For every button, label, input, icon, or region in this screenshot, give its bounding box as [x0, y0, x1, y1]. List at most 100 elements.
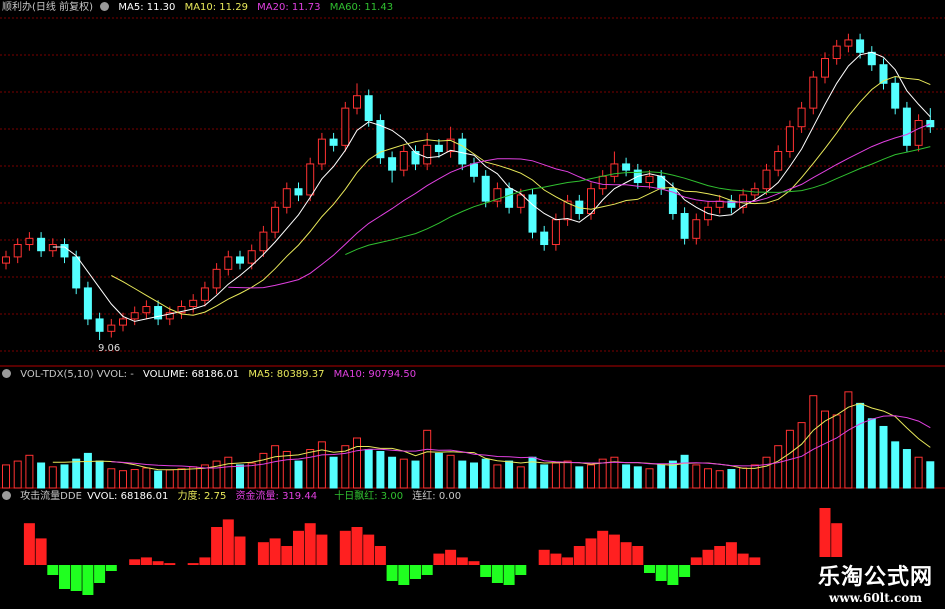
volume-bar — [60, 464, 69, 489]
dde-red-bar — [211, 527, 223, 565]
volume-bar — [809, 395, 818, 489]
ma10-line — [111, 75, 931, 316]
candle-body — [914, 120, 923, 146]
volume-bar — [856, 402, 865, 489]
candle-body — [259, 231, 268, 252]
settings-dot-icon[interactable] — [2, 369, 11, 378]
volume-bar — [236, 464, 244, 489]
dde-red-bar — [129, 559, 141, 565]
volume-bar — [926, 461, 935, 489]
volume-bar — [727, 469, 736, 489]
dde-red-bar — [690, 557, 702, 565]
candle-body — [727, 200, 736, 208]
dde-green-bar — [386, 565, 398, 581]
volume-bar — [891, 441, 900, 489]
volume-title: VOL-TDX(5,10) VVOL: - — [20, 369, 134, 380]
volume-bar — [376, 450, 385, 489]
volume-bar — [247, 462, 256, 489]
dde-red-bar — [304, 523, 316, 565]
dde-red-bar — [164, 563, 176, 565]
candle-body — [212, 268, 221, 289]
low-price-label: 9.06 — [98, 343, 121, 354]
ma60-value: MA60: 11.43 — [329, 2, 394, 13]
volume-bar — [317, 441, 326, 489]
candle-body — [60, 244, 69, 258]
dde-red-bar — [445, 549, 457, 565]
ma10-value: MA10: 11.29 — [184, 2, 248, 13]
ma20-line — [228, 123, 931, 289]
candle-body — [844, 39, 853, 47]
dde-red-bar — [293, 530, 304, 565]
volume-ma5-line — [52, 402, 931, 471]
dde-green-bar — [655, 565, 667, 581]
dde-red-bar — [831, 523, 843, 565]
candle-body — [189, 299, 198, 308]
volume-bar — [610, 456, 619, 489]
candle-body — [587, 188, 595, 215]
dde-red-bar — [608, 534, 620, 565]
volume-bar — [715, 470, 724, 489]
dde-red-bar — [456, 557, 468, 565]
volume-ma5: MA5: 80389.37 — [248, 369, 325, 380]
candle-body — [540, 231, 549, 246]
candle-body — [668, 188, 677, 215]
dde-red-bar — [749, 557, 761, 565]
volume-bar — [200, 464, 209, 489]
price-header: 顺利办(日线 前复权) MA5: 11.30 MA10: 11.29 MA20:… — [2, 2, 399, 14]
dde-red-bar — [737, 553, 749, 565]
dde-title: 攻击流量DDE — [20, 491, 82, 502]
volume-ma10: MA10: 90794.50 — [333, 369, 417, 380]
candle-body — [353, 95, 361, 109]
settings-dot-icon[interactable] — [100, 2, 110, 11]
volume-bar — [37, 462, 46, 489]
candle-body — [505, 188, 514, 208]
candle-body — [364, 95, 373, 122]
dde-green-bar — [644, 565, 655, 573]
volume-bar — [774, 445, 783, 489]
candle-body — [774, 151, 783, 171]
dde-red-bar — [152, 561, 164, 565]
candle-body — [177, 306, 186, 314]
settings-dot-icon[interactable] — [2, 491, 11, 500]
candle-body — [926, 120, 935, 128]
candle-body — [575, 200, 584, 215]
candle-body — [739, 194, 748, 208]
candle-body — [236, 256, 244, 264]
volume-bar — [165, 469, 174, 489]
ma5-value: MA5: 11.30 — [118, 2, 176, 13]
volume-bar — [48, 466, 57, 489]
volume-bar — [645, 468, 654, 489]
dde-red-bar — [199, 557, 211, 565]
volume-bar — [657, 464, 666, 489]
dde-green-bar — [667, 565, 679, 585]
watermark-logo: 乐淘公式网 www.60lt.com — [809, 557, 941, 607]
volume-bar — [797, 422, 806, 489]
dde-red-bar — [714, 546, 726, 565]
volume-bar — [481, 458, 490, 489]
dde-red-bar — [433, 553, 445, 565]
dde-red-bar — [23, 523, 35, 565]
candle-body — [2, 256, 10, 264]
dde-vvol: VVOL: 68186.01 — [87, 491, 169, 502]
candle-body — [83, 287, 92, 320]
dde-red-bar — [819, 508, 831, 565]
candle-body — [399, 151, 408, 171]
volume-bar — [575, 466, 584, 489]
candle-body — [95, 318, 104, 332]
candle-body — [48, 244, 57, 252]
candle-body — [867, 51, 876, 66]
candle-body — [200, 287, 209, 301]
volume-bar — [306, 449, 315, 489]
candle-body — [645, 175, 654, 184]
dde-red-bar — [269, 538, 281, 565]
dde-green-bar — [70, 565, 82, 591]
candle-body — [224, 256, 233, 270]
dde-green-bar — [410, 565, 421, 579]
watermark-title: 乐淘公式网 — [817, 565, 933, 590]
watermark-url: www.60lt.com — [829, 591, 922, 605]
dde-red-bar — [140, 557, 152, 565]
volume-ma10-line — [111, 415, 931, 469]
candle-body — [434, 144, 443, 153]
